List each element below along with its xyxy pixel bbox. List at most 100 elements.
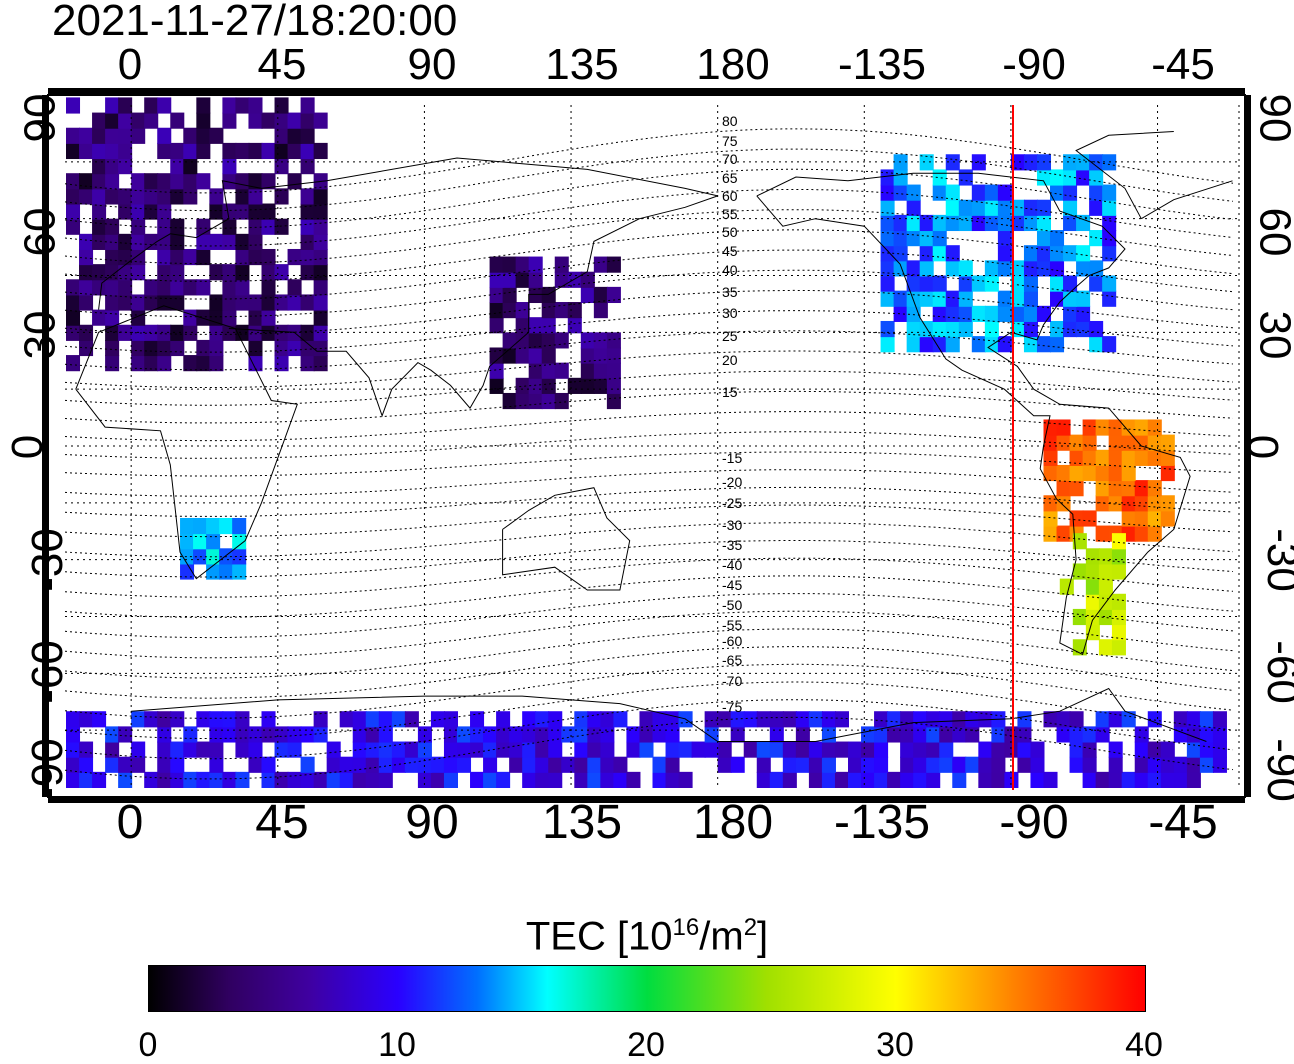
tec-cell <box>952 756 967 773</box>
tec-cell <box>313 264 328 281</box>
tec-cell <box>443 771 458 788</box>
tec-cell <box>756 711 771 728</box>
tec-cell <box>105 355 120 372</box>
tec-cell <box>248 218 263 235</box>
tec-cell <box>274 158 289 175</box>
tec-cell <box>287 771 302 788</box>
tec-cell <box>92 173 107 190</box>
tec-cell <box>196 771 211 788</box>
tec-cell <box>300 355 315 372</box>
tec-cell <box>1010 305 1025 322</box>
tec-cell <box>196 112 211 129</box>
tec-cell <box>79 741 94 758</box>
coastline-path <box>228 195 718 418</box>
tec-cell <box>874 711 889 728</box>
tec-cell <box>144 188 159 205</box>
tec-cell <box>232 563 247 580</box>
tec-cell <box>489 347 504 364</box>
tec-cell <box>1102 184 1117 201</box>
lat-tick-right: -60 <box>1257 640 1294 704</box>
tec-cell <box>248 173 263 190</box>
tec-cell <box>496 741 511 758</box>
tec-cell <box>919 214 934 232</box>
tec-cell <box>1108 711 1123 728</box>
tec-cell <box>313 339 328 357</box>
tec-cell <box>196 142 211 160</box>
tec-cell <box>1147 510 1162 527</box>
tec-cell <box>222 158 237 175</box>
tec-cell <box>1076 305 1091 322</box>
tec-cell <box>157 97 172 114</box>
tec-cell <box>1063 275 1078 292</box>
tec-cell <box>118 203 133 220</box>
tec-cell <box>157 127 172 144</box>
tec-cell <box>196 248 211 266</box>
tec-cell <box>232 548 247 565</box>
lat-tick-right: -30 <box>1257 528 1294 592</box>
tec-cell <box>248 233 263 250</box>
tec-cell <box>880 230 895 247</box>
tec-cell <box>274 355 289 372</box>
tec-cell <box>1160 756 1175 773</box>
tec-cell <box>483 741 498 758</box>
lon-tick-bottom: 90 <box>405 796 459 849</box>
tec-cell <box>118 158 133 175</box>
tec-cell <box>105 339 120 357</box>
tec-cell <box>606 377 621 394</box>
tec-cell <box>509 726 524 743</box>
tec-cell <box>274 127 289 144</box>
colorbar-title-main: TEC [10 <box>525 914 673 959</box>
tec-cell <box>313 324 328 341</box>
tec-cell <box>1098 548 1113 565</box>
tec-cell <box>535 711 550 728</box>
tec-cell <box>952 711 967 728</box>
tec-cell <box>848 741 863 758</box>
tec-cell <box>502 302 517 319</box>
colorbar-tick-label: 0 <box>138 1026 158 1064</box>
tec-cell <box>183 324 198 341</box>
tec-cell <box>92 711 107 728</box>
tec-cell <box>196 279 211 296</box>
tec-cell <box>183 741 198 758</box>
tec-cell <box>196 355 211 372</box>
tec-cell <box>958 260 973 277</box>
tec-cell <box>932 184 947 201</box>
tec-cell <box>704 741 719 758</box>
tec-cell <box>483 756 498 773</box>
tec-cell <box>1095 449 1110 466</box>
tec-cell <box>984 184 999 201</box>
tec-cell <box>919 154 934 171</box>
tec-cell <box>984 305 999 322</box>
tec-cell <box>209 264 224 281</box>
tec-cell <box>326 741 341 758</box>
tec-cell <box>880 260 895 277</box>
tec-cell <box>170 112 185 129</box>
tec-cell <box>261 203 276 220</box>
tec-cell <box>893 230 908 247</box>
contour-label: 75 <box>722 133 738 149</box>
tec-cell <box>1147 480 1162 497</box>
tec-cell <box>365 771 380 788</box>
tec-cell <box>274 771 289 788</box>
tec-cell <box>1134 510 1149 527</box>
tec-cell <box>919 290 934 307</box>
tec-cell <box>535 771 550 788</box>
tec-cell <box>196 218 211 235</box>
tec-cell <box>209 188 224 205</box>
tec-cell <box>502 271 517 288</box>
tec-cell <box>248 756 263 773</box>
tec-cell <box>1089 199 1104 216</box>
tec-cell <box>261 771 276 788</box>
tec-cell <box>1023 290 1038 307</box>
colorbar-title: TEC [1016/m2] <box>0 905 1294 959</box>
tec-cell <box>593 362 608 379</box>
contour-label: 45 <box>722 243 738 259</box>
tec-cell <box>183 248 198 266</box>
tec-cell <box>300 771 315 788</box>
tec-cell <box>1147 434 1162 451</box>
tec-cell <box>170 771 185 788</box>
tec-cell <box>1076 290 1091 307</box>
tec-cell <box>717 741 732 758</box>
lon-tick-bottom: 0 <box>116 796 144 849</box>
tec-cell <box>1004 771 1019 788</box>
